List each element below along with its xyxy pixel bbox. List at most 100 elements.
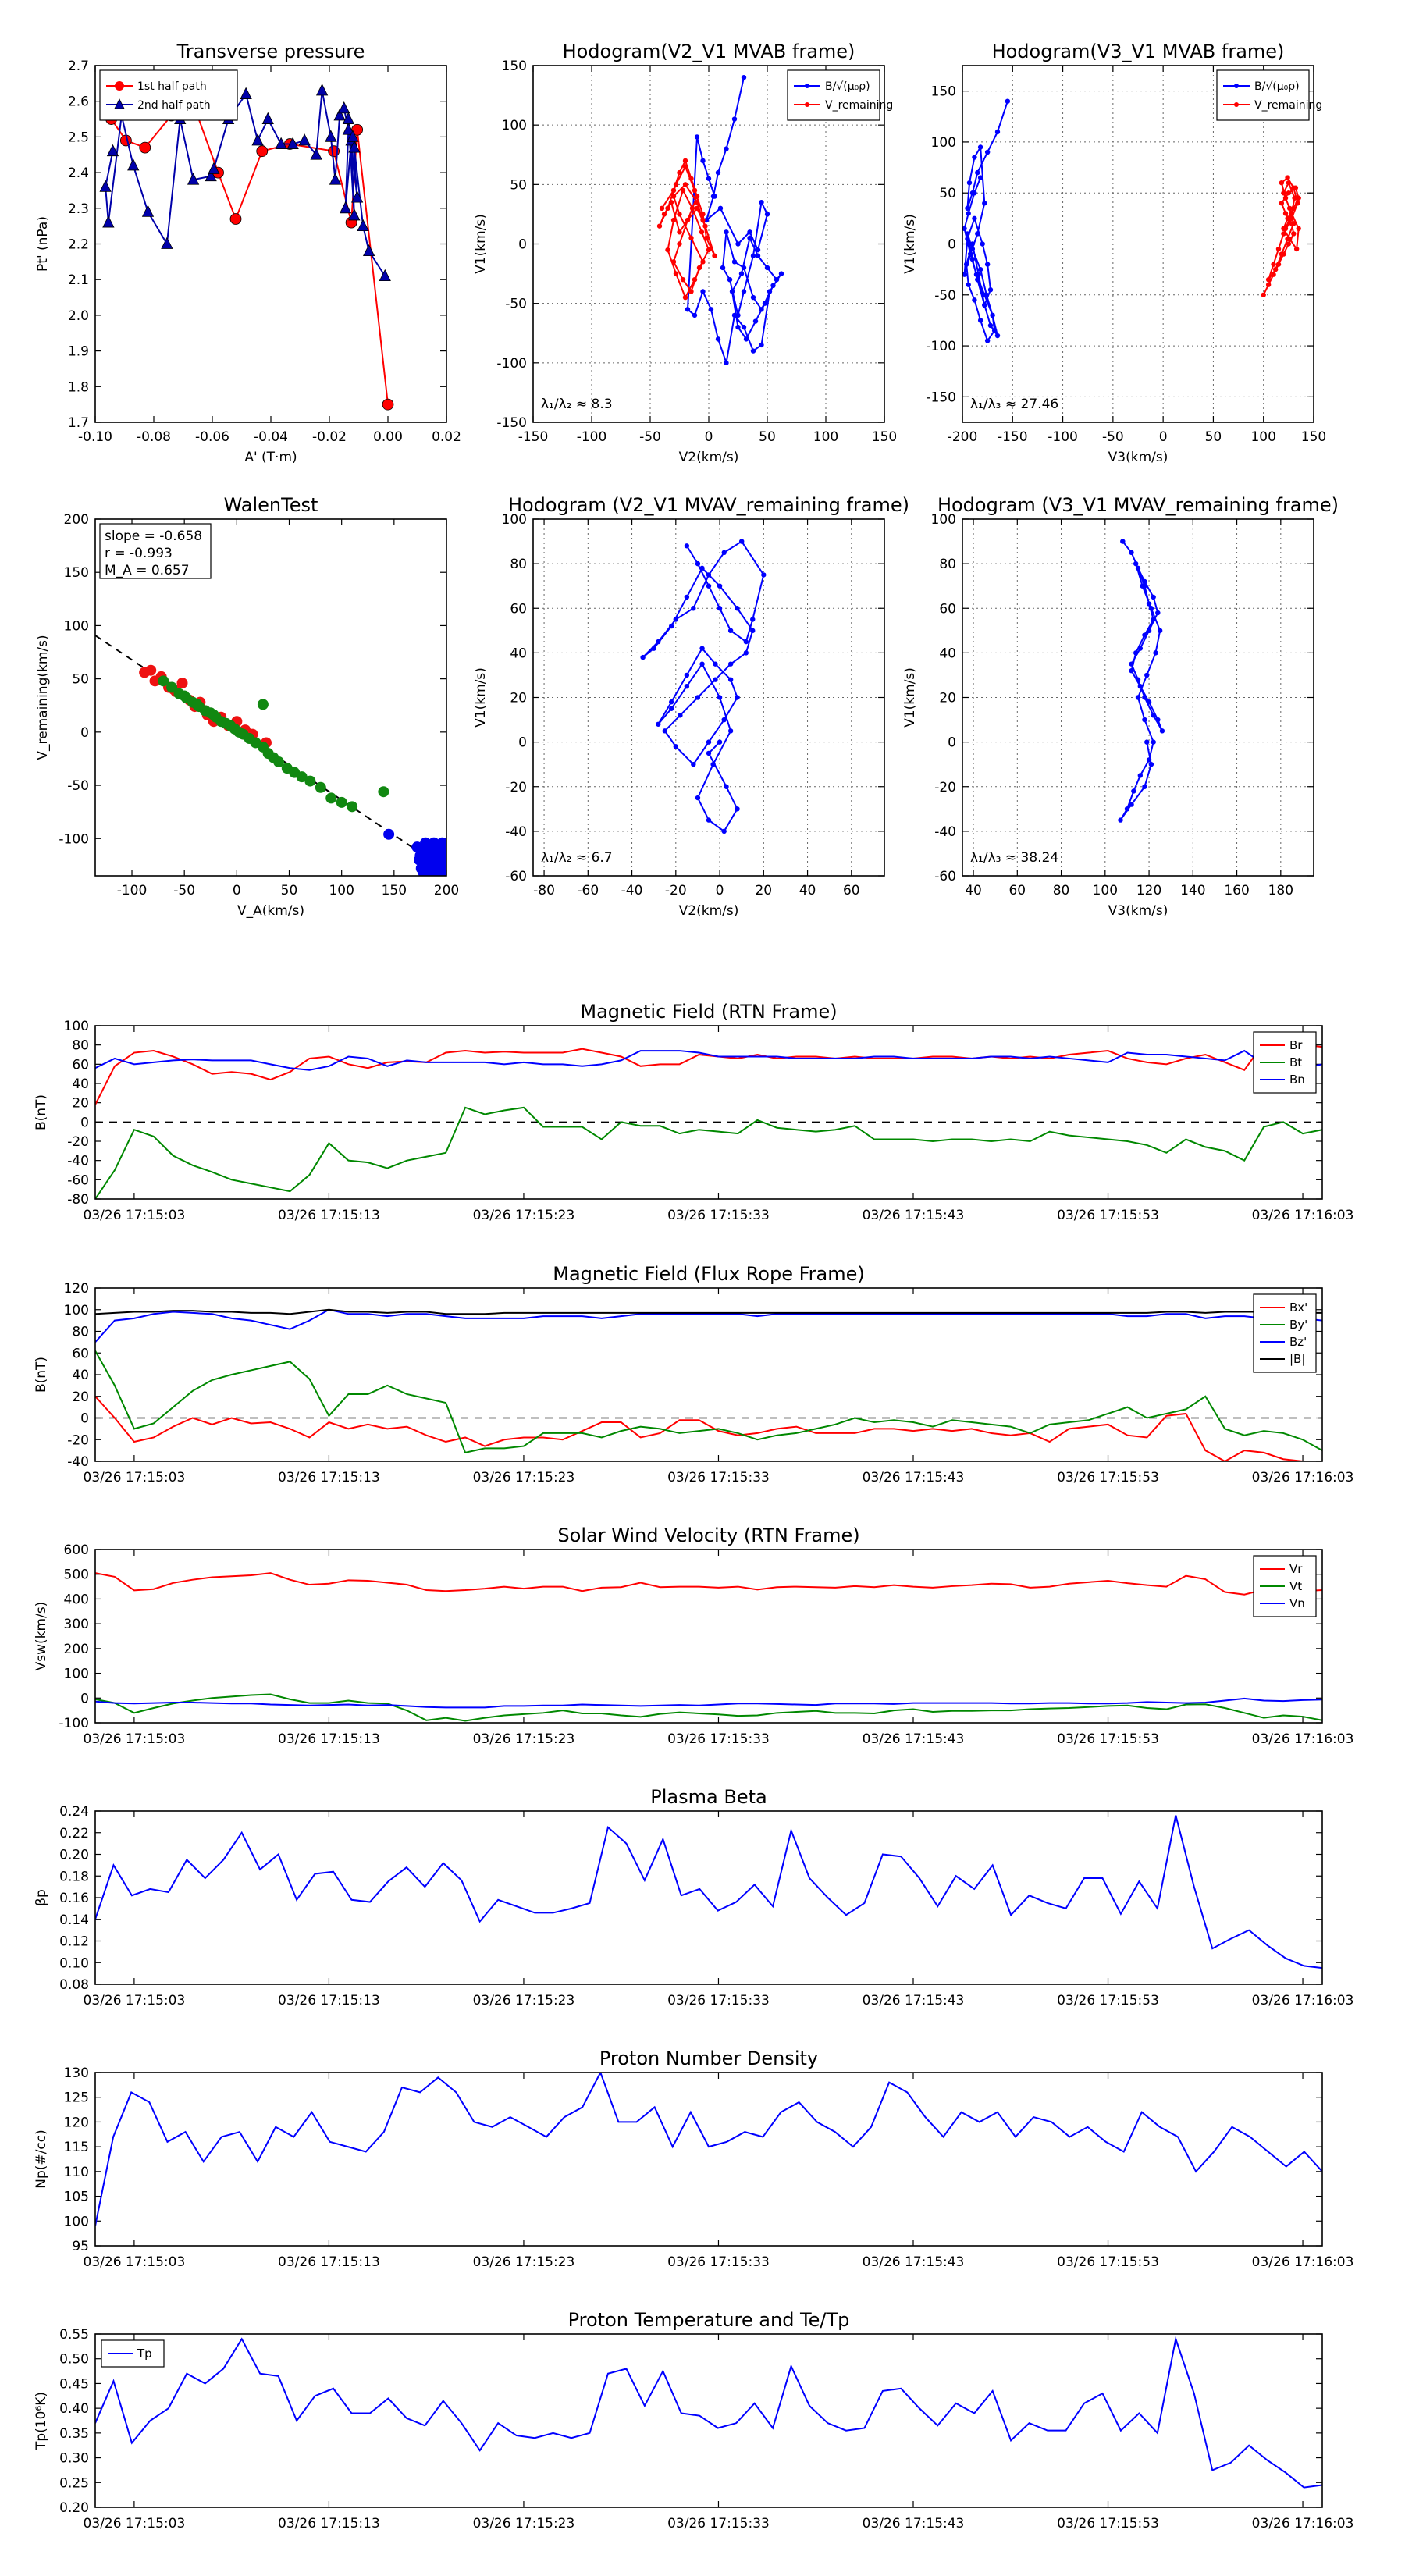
h21-data-point bbox=[759, 342, 764, 348]
vsw-title: Solar Wind Velocity (RTN Frame) bbox=[557, 1525, 859, 1546]
mag_fr-plot-frame bbox=[94, 1287, 1323, 1462]
h31r-data-point bbox=[1135, 565, 1141, 571]
tp-ytick-label: 0.45 bbox=[59, 2376, 89, 2392]
h21r-xlabel: V2(km/s) bbox=[679, 903, 739, 919]
h31-data-point bbox=[1005, 98, 1011, 104]
vsw-ytick-label: 200 bbox=[64, 1642, 89, 1657]
pt-ytick-label: 1.8 bbox=[68, 379, 89, 395]
h21-data-point bbox=[762, 301, 768, 306]
pt-data-point bbox=[379, 269, 391, 282]
tp-xtick-label: 03/26 17:15:13 bbox=[278, 2516, 380, 2532]
h21-data-point bbox=[759, 307, 764, 312]
pt-title: Transverse pressure bbox=[176, 41, 365, 62]
walen-stat-text: slope = -0.658 bbox=[105, 528, 202, 544]
h31-legend bbox=[1216, 69, 1310, 121]
walen-data-point bbox=[208, 710, 219, 721]
h31r-data-point bbox=[1144, 739, 1150, 745]
tp-ytick-label: 0.25 bbox=[59, 2475, 89, 2491]
h21r-data-point bbox=[761, 572, 767, 578]
h21-data-point bbox=[692, 277, 698, 283]
h31r-data-point bbox=[1137, 773, 1144, 778]
h31-data-point bbox=[1286, 205, 1293, 211]
h21r-data-point bbox=[706, 750, 712, 756]
mag_rtn-legend-label: Br bbox=[1289, 1038, 1303, 1052]
pt-ytick-label: 2.2 bbox=[68, 237, 89, 253]
mag_rtn-xtick-label: 03/26 17:16:03 bbox=[1252, 1208, 1354, 1223]
walen-data-point bbox=[378, 786, 389, 798]
h31-data-point bbox=[1286, 180, 1292, 186]
h21-data-point bbox=[735, 324, 741, 330]
beta-xtick-label: 03/26 17:16:03 bbox=[1252, 1993, 1354, 2008]
h21-ytick-label: -100 bbox=[496, 356, 527, 372]
pt-ytick-label: 1.7 bbox=[68, 415, 89, 431]
h31-data-point bbox=[1265, 282, 1272, 287]
mag_rtn-ytick-label: 20 bbox=[72, 1096, 89, 1112]
h21-series-1 bbox=[656, 158, 717, 301]
h21r-data-point bbox=[668, 699, 674, 705]
h21-data-point bbox=[750, 294, 756, 301]
mag_rtn-series-0-line bbox=[95, 1038, 1322, 1105]
h21-legend-marker bbox=[805, 84, 809, 88]
h21r-data-point bbox=[738, 539, 745, 544]
h31r-ytick-label: -20 bbox=[934, 780, 956, 795]
walen-ytick-label: 100 bbox=[64, 618, 89, 634]
h21-data-point bbox=[712, 253, 717, 258]
h21-data-point bbox=[694, 205, 700, 211]
h21-data-point bbox=[708, 307, 714, 312]
h31-data-point bbox=[1295, 201, 1300, 206]
pt-data-point bbox=[339, 201, 352, 214]
mag_rtn-title: Magnetic Field (RTN Frame) bbox=[580, 1001, 837, 1023]
vsw-xtick-label: 03/26 17:15:33 bbox=[667, 1731, 770, 1747]
h31r-data-point bbox=[1148, 606, 1154, 611]
walen-data-point bbox=[325, 792, 337, 804]
h21r-xtick-label: -40 bbox=[621, 883, 643, 898]
pt-legend bbox=[99, 69, 238, 121]
walen-series-2 bbox=[383, 828, 446, 876]
h21-data-point bbox=[682, 158, 688, 164]
h31-data-point bbox=[1261, 292, 1266, 297]
np-xtick-label: 03/26 17:15:33 bbox=[667, 2254, 770, 2270]
pt-data-point bbox=[99, 180, 112, 192]
h31-data-point bbox=[977, 144, 984, 150]
mag_fr-xtick-label: 03/26 17:15:33 bbox=[667, 1470, 770, 1485]
h31-data-point bbox=[968, 251, 973, 257]
h21r-data-point bbox=[706, 817, 712, 823]
beta-xtick-label: 03/26 17:15:03 bbox=[84, 1993, 186, 2008]
mag_fr-xtick-label: 03/26 17:15:23 bbox=[473, 1470, 575, 1485]
h31-data-point bbox=[1275, 262, 1282, 267]
h21-data-point bbox=[755, 253, 761, 258]
h21r-ytick-label: 20 bbox=[510, 691, 527, 706]
h31-legend-label: B/√(μ₀ρ) bbox=[1254, 80, 1300, 93]
pt-data-point bbox=[342, 123, 355, 135]
h21-xtick-label: 150 bbox=[872, 429, 897, 445]
h21-ytick-label: -50 bbox=[505, 297, 527, 312]
beta-xtick-label: 03/26 17:15:13 bbox=[278, 1993, 380, 2008]
walen-xtick-label: -50 bbox=[173, 883, 195, 898]
np-xtick-label: 03/26 17:15:53 bbox=[1057, 2254, 1159, 2270]
h31-data-point bbox=[1282, 195, 1289, 201]
h31r-data-point bbox=[1148, 761, 1154, 767]
h21-data-point bbox=[673, 271, 679, 276]
h21-data-point bbox=[677, 212, 682, 217]
pt-data-point bbox=[256, 145, 269, 158]
pt-ytick-label: 2.0 bbox=[68, 308, 89, 324]
pt-plot-frame bbox=[94, 65, 447, 423]
h21r-data-point bbox=[662, 728, 667, 734]
h21r-data-point bbox=[673, 617, 679, 622]
h21-data-point bbox=[702, 223, 708, 229]
h21-xtick-label: -50 bbox=[639, 429, 661, 445]
walen-xlabel: V_A(km/s) bbox=[237, 903, 304, 919]
h31r-data-point bbox=[1146, 601, 1152, 607]
h21-ytick-label: 50 bbox=[510, 177, 527, 193]
h21r-data-point bbox=[668, 706, 674, 711]
h21-data-point bbox=[729, 289, 735, 294]
h21-data-point bbox=[741, 265, 747, 271]
h31-data-point bbox=[1275, 246, 1282, 252]
h31-data-point bbox=[965, 236, 970, 242]
h31-annotation: λ₁/λ₃ ≈ 27.46 bbox=[970, 397, 1058, 412]
pt-data-point bbox=[347, 130, 359, 142]
h31-data-point bbox=[972, 297, 977, 303]
h21r-data-point bbox=[750, 628, 756, 634]
h21r-data-point bbox=[750, 617, 756, 622]
h31-data-point bbox=[1285, 236, 1290, 242]
